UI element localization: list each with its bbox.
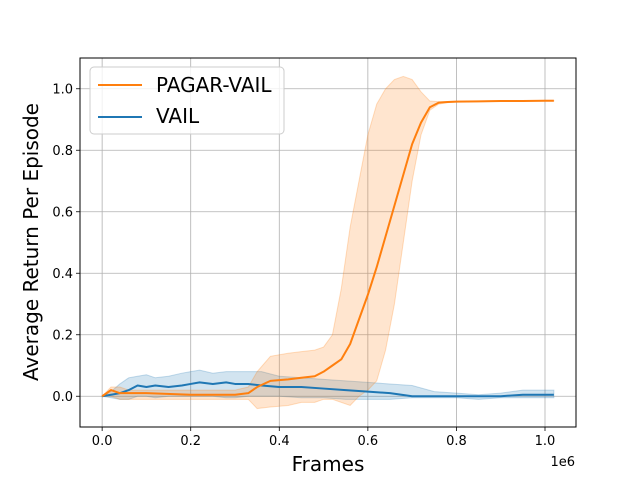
legend-label-vail: VAIL: [156, 104, 200, 128]
y-tick-label: 0.2: [52, 328, 73, 343]
y-tick-label: 1.0: [52, 82, 73, 97]
x-tick-label: 0.0: [92, 434, 113, 449]
legend: PAGAR-VAIL VAIL: [89, 66, 285, 135]
x-tick-label: 1.0: [535, 434, 556, 449]
x-tick-label: 0.6: [358, 434, 379, 449]
y-tick-label: 0.4: [52, 267, 73, 282]
y-tick-label: 0.0: [52, 390, 73, 405]
x-tick-label: 0.4: [269, 434, 290, 449]
x-tick-label: 0.2: [180, 434, 201, 449]
y-tick-label: 0.8: [52, 144, 73, 159]
y-ticks: 0.0 0.2 0.4 0.6 0.8 1.0: [52, 82, 80, 405]
series-lines: [101, 99, 554, 398]
x-offset-label: 1e6: [550, 455, 575, 470]
y-tick-label: 0.6: [52, 205, 73, 220]
x-tick-label: 0.8: [446, 434, 467, 449]
legend-label-pagar-vail: PAGAR-VAIL: [156, 73, 272, 97]
y-axis-label: Average Return Per Episode: [19, 103, 43, 381]
series-line-pagar-vail: [101, 99, 554, 398]
series-line-vail: [101, 381, 554, 398]
x-ticks: 0.0 0.2 0.4 0.6 0.8 1.0: [92, 427, 556, 449]
plot-frame: [79, 57, 577, 428]
x-axis-label: Frames: [292, 452, 365, 476]
